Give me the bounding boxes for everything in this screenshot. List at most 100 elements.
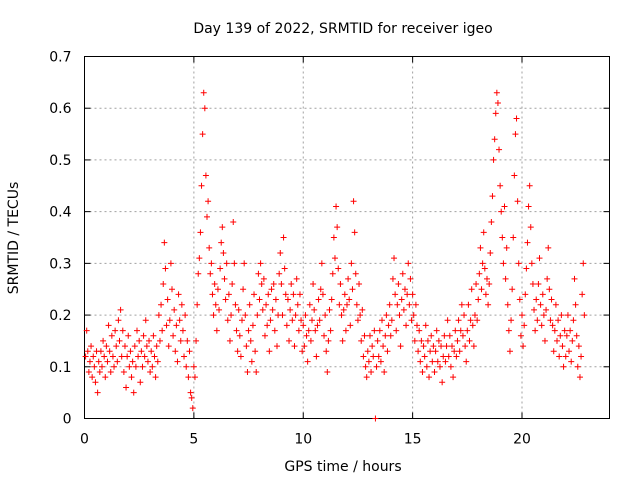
data-point [257, 260, 264, 267]
data-point [334, 224, 341, 231]
data-point [443, 343, 450, 350]
data-point [242, 312, 249, 319]
data-point [559, 343, 566, 350]
data-point [218, 239, 225, 246]
data-point [442, 358, 449, 365]
data-point [463, 358, 470, 365]
data-point [193, 337, 200, 344]
data-point [212, 301, 219, 308]
data-point [348, 260, 355, 267]
data-point [324, 368, 331, 375]
data-point [321, 332, 328, 339]
data-point [335, 265, 342, 272]
data-point [373, 363, 380, 370]
data-point [548, 296, 555, 303]
data-point [424, 337, 431, 344]
data-point [501, 203, 508, 210]
data-point [245, 327, 252, 334]
data-point [268, 286, 275, 293]
data-point [543, 306, 550, 313]
data-point [549, 322, 556, 329]
data-point [130, 389, 137, 396]
data-point [303, 332, 310, 339]
data-point [541, 337, 548, 344]
data-point [370, 353, 377, 360]
data-point [459, 332, 466, 339]
data-point [403, 322, 410, 329]
data-point [453, 353, 460, 360]
data-point [229, 281, 236, 288]
data-point [572, 301, 579, 308]
data-point [449, 343, 455, 350]
data-point [337, 281, 344, 288]
data-point [534, 317, 541, 324]
data-point [574, 363, 581, 370]
data-point [517, 332, 524, 339]
data-point [341, 291, 348, 298]
data-point [435, 337, 442, 344]
data-point [164, 296, 171, 303]
data-point [201, 105, 208, 112]
data-point [547, 317, 554, 324]
data-point [329, 270, 336, 277]
data-point [369, 343, 376, 350]
data-point [407, 275, 414, 282]
data-point [498, 208, 505, 215]
data-point [556, 353, 563, 360]
data-point [509, 286, 516, 293]
data-point [277, 250, 284, 257]
data-point [358, 337, 365, 344]
data-point [552, 301, 559, 308]
data-point [392, 291, 399, 298]
data-point [170, 332, 177, 339]
data-point [482, 291, 489, 298]
data-point [260, 275, 267, 282]
data-point [310, 281, 317, 288]
data-point [222, 296, 229, 303]
data-point [181, 353, 188, 360]
data-point [537, 301, 544, 308]
data-point [503, 244, 510, 251]
data-point [132, 363, 139, 370]
data-point [288, 281, 295, 288]
data-point [226, 337, 233, 344]
data-point [177, 337, 184, 344]
data-point [312, 327, 319, 334]
data-point [246, 301, 253, 308]
data-point [161, 239, 168, 246]
data-point [202, 172, 209, 179]
data-point [95, 358, 102, 365]
data-point [409, 291, 416, 298]
data-point [470, 343, 477, 350]
data-point [176, 317, 183, 324]
data-point [125, 332, 132, 339]
y-axis-label: SRMTID / TECUs [6, 182, 22, 295]
data-point [389, 275, 396, 282]
data-point [379, 317, 385, 324]
data-point [364, 348, 371, 355]
data-point [140, 332, 147, 339]
data-point [252, 348, 259, 355]
data-point [124, 353, 131, 360]
y-tick-label: 0.2 [49, 308, 71, 324]
data-point [183, 363, 190, 370]
data-point [342, 327, 349, 334]
data-point [576, 374, 583, 381]
data-point [478, 286, 485, 293]
data-point [136, 337, 143, 344]
data-point [266, 348, 273, 355]
data-point [196, 255, 203, 262]
data-point [353, 301, 360, 308]
data-point [185, 374, 192, 381]
data-point [377, 358, 384, 365]
data-point [289, 317, 296, 324]
data-point [505, 327, 512, 334]
data-point [398, 296, 405, 303]
data-point [318, 260, 325, 267]
data-point [182, 312, 189, 319]
data-point [350, 198, 357, 205]
data-point [206, 244, 213, 251]
data-point [374, 337, 381, 344]
data-point [423, 363, 430, 370]
data-point [404, 291, 411, 298]
